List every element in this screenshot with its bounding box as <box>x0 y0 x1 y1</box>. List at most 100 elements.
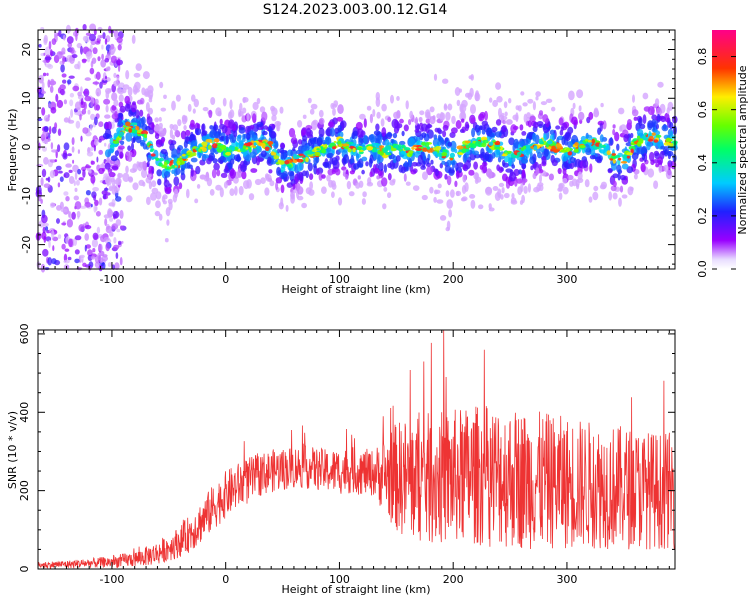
heatmap-point <box>74 258 80 264</box>
heatmap-point <box>399 118 404 124</box>
heatmap-point <box>488 203 492 210</box>
heatmap-point <box>358 180 364 188</box>
heatmap-point <box>115 187 119 194</box>
heatmap-point <box>297 120 303 128</box>
heatmap-point <box>57 182 61 188</box>
heatmap-point <box>458 152 464 155</box>
heatmap-point <box>139 109 144 117</box>
heatmap-point <box>116 75 120 82</box>
heatmap-point <box>109 137 115 145</box>
heatmap-point <box>201 141 208 146</box>
heatmap-point <box>187 151 192 156</box>
heatmap-point <box>101 255 108 262</box>
heatmap-point <box>61 73 67 78</box>
heatmap-point <box>612 192 618 200</box>
heatmap-point <box>415 148 422 151</box>
heatmap-point <box>183 140 188 149</box>
heatmap-point <box>508 137 515 146</box>
x-tick-label: 200 <box>443 573 464 586</box>
heatmap-point <box>614 131 620 142</box>
heatmap-point <box>171 164 175 169</box>
heatmap-point <box>383 186 388 192</box>
heatmap-point <box>216 148 223 153</box>
heatmap-point <box>120 140 125 146</box>
heatmap-point <box>503 101 508 109</box>
heatmap-point <box>104 114 111 119</box>
heatmap-point <box>157 178 162 186</box>
heatmap-point <box>219 123 225 130</box>
heatmap-point <box>154 210 161 217</box>
heatmap-point <box>178 182 183 190</box>
heatmap-point <box>298 171 304 181</box>
heatmap-point <box>359 113 366 120</box>
heatmap-point <box>474 177 479 184</box>
heatmap-point <box>519 200 524 205</box>
heatmap-point <box>160 148 168 155</box>
heatmap-point <box>74 201 82 210</box>
heatmap-point <box>521 162 526 170</box>
heatmap-point <box>561 135 566 146</box>
heatmap-point <box>39 74 45 78</box>
heatmap-point <box>264 187 270 196</box>
heatmap-point <box>272 152 277 156</box>
heatmap-point <box>76 210 81 218</box>
heatmap-point <box>141 169 148 179</box>
heatmap-point <box>538 144 544 147</box>
heatmap-point <box>171 169 176 174</box>
heatmap-point <box>173 159 177 165</box>
heatmap-point <box>101 44 104 50</box>
heatmap-point <box>90 175 96 184</box>
heatmap-point <box>425 118 431 124</box>
heatmap-point <box>297 195 304 201</box>
heatmap-point <box>298 153 304 157</box>
heatmap-point <box>149 149 154 152</box>
heatmap-point <box>585 134 593 139</box>
heatmap-point <box>195 147 199 151</box>
heatmap-point <box>380 118 385 127</box>
heatmap-point <box>256 144 260 154</box>
heatmap-point <box>191 94 196 102</box>
heatmap-point <box>92 248 96 253</box>
heatmap-point <box>332 145 337 150</box>
snr-y-axis-label: SNR (10 * v/v) <box>6 411 19 489</box>
heatmap-point <box>204 177 210 182</box>
heatmap-point <box>196 123 201 130</box>
heatmap-point <box>45 236 52 242</box>
heatmap-point <box>219 159 224 165</box>
heatmap-point <box>174 129 180 137</box>
heatmap-point <box>85 190 91 196</box>
heatmap-point <box>535 91 541 97</box>
heatmap-point <box>117 58 121 66</box>
heatmap-point <box>55 93 59 102</box>
heatmap-point <box>48 40 52 50</box>
heatmap-point <box>455 190 460 197</box>
heatmap-point <box>75 32 78 42</box>
heatmap-point <box>47 103 52 108</box>
heatmap-point <box>119 151 124 159</box>
heatmap-point <box>647 138 654 142</box>
heatmap-point <box>421 132 427 139</box>
x-tick-label: 200 <box>443 273 464 286</box>
heatmap-point <box>519 140 525 147</box>
heatmap-point <box>143 133 148 139</box>
heatmap-point <box>577 171 583 181</box>
heatmap-point <box>508 98 512 104</box>
heatmap-point <box>382 203 387 210</box>
heatmap-point <box>155 200 161 209</box>
heatmap-point <box>315 156 320 164</box>
heatmap-point <box>118 240 122 245</box>
heatmap-point <box>541 156 547 165</box>
heatmap-point <box>56 51 63 60</box>
heatmap-point <box>411 162 418 167</box>
heatmap-point <box>119 225 124 229</box>
heatmap-point <box>609 158 614 161</box>
heatmap-point <box>40 198 43 204</box>
heatmap-point <box>104 162 111 170</box>
heatmap-point <box>240 164 247 173</box>
heatmap-point <box>412 185 420 192</box>
heatmap-point <box>308 138 313 147</box>
heatmap-point <box>301 128 307 136</box>
heatmap-point <box>49 126 52 135</box>
heatmap-point <box>282 171 288 178</box>
heatmap-point <box>43 235 47 243</box>
